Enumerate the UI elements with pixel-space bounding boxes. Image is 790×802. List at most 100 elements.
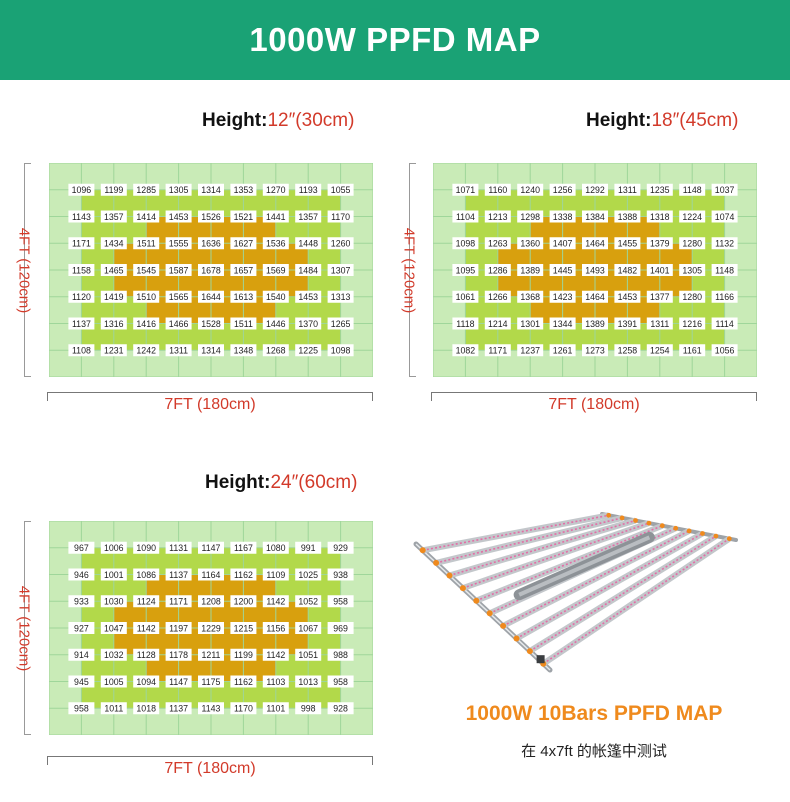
ppfd-value: 1407 <box>553 239 573 249</box>
ppfd-value: 1434 <box>104 239 124 249</box>
ppfd-cell: 1286 <box>484 264 511 276</box>
ppfd-value: 1082 <box>456 346 476 356</box>
ppfd-cell-bg <box>230 675 257 688</box>
ppfd-cell-bg <box>646 237 673 250</box>
ppfd-cell: 1199 <box>230 648 257 661</box>
ppfd-value: 1109 <box>266 570 285 580</box>
ppfd-cell-bg <box>295 344 322 357</box>
bar-end-cap <box>673 525 679 531</box>
ppfd-cell-bg <box>133 702 160 715</box>
ppfd-value: 945 <box>74 677 89 687</box>
ppfd-value: 1678 <box>201 265 221 275</box>
ppfd-cell-bg <box>614 290 641 303</box>
ppfd-cell-bg <box>549 210 576 223</box>
ppfd-cell-bg <box>452 264 479 276</box>
ppfd-cell: 1013 <box>295 675 322 688</box>
ppfd-cell-bg <box>262 675 289 688</box>
ppfd-value: 1256 <box>553 185 573 195</box>
ppfd-cell-bg <box>549 264 576 276</box>
ppfd-value: 1056 <box>715 346 735 356</box>
ppfd-value: 1171 <box>488 346 507 356</box>
ppfd-cell-bg <box>165 290 192 303</box>
ppfd-cell: 1166 <box>711 290 738 303</box>
ppfd-cell: 1316 <box>100 317 127 330</box>
ppfd-cell-bg <box>68 675 95 688</box>
ppfd-cell-bg <box>230 264 257 276</box>
bar-end-cap <box>526 648 533 655</box>
ppfd-value: 1540 <box>266 292 286 302</box>
ppfd-cell: 1266 <box>484 290 511 303</box>
ppfd-cell-bg <box>517 317 544 330</box>
ppfd-cell: 1132 <box>711 237 738 250</box>
ppfd-cell-bg <box>679 290 706 303</box>
ppfd-value: 1305 <box>682 265 702 275</box>
height-label-24in: Height:24″(60cm) <box>205 472 357 494</box>
bar-end-cap <box>419 547 426 554</box>
ppfd-cell-bg <box>198 290 224 303</box>
ppfd-cell: 1108 <box>68 344 95 357</box>
ppfd-cell: 1292 <box>582 183 608 196</box>
ppfd-cell: 1161 <box>679 344 706 357</box>
ppfd-cell: 1260 <box>327 237 354 250</box>
ppfd-cell-bg <box>452 210 479 223</box>
ppfd-cell-bg <box>614 210 641 223</box>
ppfd-cell-bg <box>679 210 706 223</box>
ppfd-cell: 1128 <box>133 648 160 661</box>
ppfd-cell: 1160 <box>484 183 511 196</box>
ppfd-cell-bg <box>484 344 511 357</box>
ppfd-cell-bg <box>68 648 95 661</box>
ppfd-cell-bg <box>327 568 354 581</box>
ppfd-cell-bg <box>484 237 511 250</box>
ppfd-cell-bg <box>230 702 257 715</box>
bar-end-cap <box>713 533 719 539</box>
ppfd-cell-bg <box>711 290 738 303</box>
ppfd-cell-bg <box>133 675 160 688</box>
ppfd-cell-bg <box>133 237 160 250</box>
ppfd-value: 1171 <box>72 239 91 249</box>
ppfd-heatmap-24in: 967 1006 1090 1131 1147 1167 1080 991 929 946 1001… <box>49 521 373 735</box>
ppfd-cell: 1037 <box>711 183 738 196</box>
ppfd-cell: 945 <box>68 675 95 688</box>
ppfd-value: 1095 <box>456 265 476 275</box>
height-value: 18″(45cm) <box>651 110 739 131</box>
ppfd-cell: 1258 <box>614 344 641 357</box>
ppfd-value: 1389 <box>520 265 540 275</box>
ppfd-cell-bg <box>165 210 192 223</box>
ppfd-value: 1511 <box>137 239 156 249</box>
ppfd-value: 1137 <box>169 704 188 714</box>
ppfd-value: 1389 <box>585 319 605 329</box>
ppfd-cell: 1268 <box>262 344 289 357</box>
ppfd-value: 1208 <box>201 597 221 607</box>
ppfd-cell: 1528 <box>198 317 224 330</box>
ppfd-cell-bg <box>165 595 192 608</box>
horizontal-dimension-label: 7FT (180cm) <box>164 760 256 777</box>
ppfd-cell: 1344 <box>549 317 576 330</box>
ppfd-value: 967 <box>74 543 89 553</box>
ppfd-value: 1510 <box>136 292 156 302</box>
ppfd-value: 1158 <box>72 265 91 275</box>
ppfd-cell: 1555 <box>165 237 192 250</box>
ppfd-cell: 1311 <box>646 317 673 330</box>
ppfd-cell-bg <box>68 317 95 330</box>
ppfd-value: 1193 <box>299 185 318 195</box>
ppfd-cell: 1414 <box>133 210 160 223</box>
ppfd-cell: 1511 <box>133 237 160 250</box>
ppfd-cell-bg <box>133 541 160 554</box>
ppfd-cell-bg <box>165 702 192 715</box>
ppfd-cell: 1307 <box>327 264 354 276</box>
ppfd-cell: 1360 <box>517 237 544 250</box>
ppfd-value: 1114 <box>715 319 733 329</box>
ppfd-cell: 927 <box>68 622 95 634</box>
ppfd-cell: 1094 <box>133 675 160 688</box>
ppfd-cell: 938 <box>327 568 354 581</box>
ppfd-cell-bg <box>100 317 127 330</box>
ppfd-cell: 1056 <box>711 344 738 357</box>
ppfd-value: 1318 <box>650 212 670 222</box>
ppfd-cell-bg <box>679 183 706 196</box>
ppfd-cell: 1441 <box>262 210 289 223</box>
horizontal-dimension-line <box>47 392 373 401</box>
ppfd-value: 1298 <box>520 212 540 222</box>
ppfd-cell-bg <box>100 344 127 357</box>
vertical-dimension-label: 4FT (120cm) <box>400 227 418 314</box>
ppfd-cell: 1229 <box>198 622 224 634</box>
